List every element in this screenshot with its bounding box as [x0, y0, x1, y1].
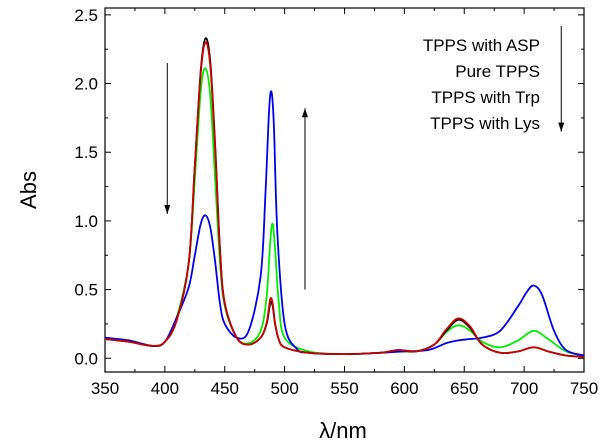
legend-entry: TPPS with ASP: [423, 36, 540, 55]
y-axis-title: Abs: [16, 171, 41, 209]
y-tick-label: 0.0: [74, 349, 98, 368]
y-tick-label: 0.5: [74, 281, 98, 300]
series-line-pure-tpps: [104, 41, 585, 358]
legend-entry: Pure TPPS: [455, 62, 540, 81]
x-tick-label: 450: [211, 379, 239, 398]
x-axis-title: λ/nm: [319, 418, 367, 443]
legend-entry: TPPS with Lys: [430, 114, 540, 133]
x-tick-label: 550: [330, 379, 358, 398]
y-tick-label: 1.0: [74, 212, 98, 231]
arrow-head-up: [301, 108, 308, 118]
x-tick-label: 400: [151, 379, 179, 398]
series-line-tpps-with-asp: [104, 37, 585, 358]
y-tick-label: 1.5: [74, 143, 98, 162]
series-line-tpps-with-lys: [104, 90, 585, 357]
x-tick-label: 700: [510, 379, 538, 398]
legend-entry: TPPS with Trp: [431, 88, 540, 107]
x-tick-label: 600: [390, 379, 418, 398]
y-tick-label: 2.5: [74, 6, 98, 25]
y-tick-label: 2.0: [74, 75, 98, 94]
x-tick-label: 650: [450, 379, 478, 398]
series-line-tpps-with-trp: [104, 67, 585, 357]
arrow-head-down: [164, 205, 171, 215]
x-tick-label: 350: [91, 379, 119, 398]
x-tick-label: 500: [270, 379, 298, 398]
arrow-head-down: [558, 122, 565, 132]
x-tick-label: 750: [570, 379, 598, 398]
